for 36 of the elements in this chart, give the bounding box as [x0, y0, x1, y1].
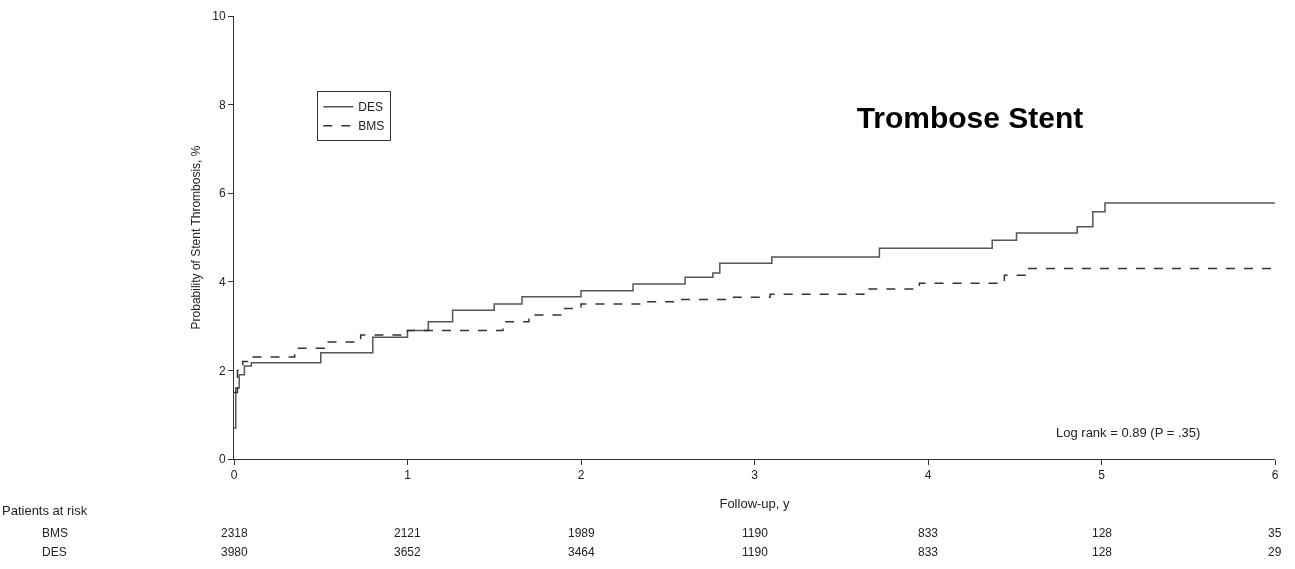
- x-tick-label: 6: [1271, 468, 1279, 483]
- x-tick-label: 5: [1098, 468, 1106, 483]
- y-tick-label: 4: [218, 275, 226, 289]
- text: 833: [918, 545, 939, 559]
- text: 833: [918, 526, 939, 540]
- text: DES: [42, 545, 67, 559]
- x-tick-label: 4: [924, 468, 932, 483]
- text: 3464: [568, 545, 596, 559]
- text: 3980: [221, 545, 249, 559]
- text: 29: [1268, 545, 1282, 559]
- legend-label: DES: [358, 100, 383, 115]
- text: 35: [1268, 526, 1282, 540]
- x-axis-title: Follow-up, y: [719, 496, 791, 511]
- y-axis-title: Probability of Stent Thrombosis, %: [189, 145, 203, 330]
- legend-label: BMS: [358, 119, 385, 134]
- x-tick-label: 0: [230, 468, 238, 483]
- y-tick-label: 6: [218, 186, 226, 201]
- text: 2121: [394, 526, 422, 540]
- text: 128: [1092, 526, 1113, 540]
- text: Patients at risk: [2, 503, 88, 518]
- text: 1190: [742, 526, 769, 540]
- text: BMS: [42, 526, 69, 540]
- x-tick-label: 1: [404, 468, 412, 483]
- y-tick-label: 8: [218, 97, 226, 112]
- text: 128: [1092, 545, 1113, 559]
- annotation: Log rank = 0.89 (P = .35): [1056, 425, 1201, 440]
- y-tick-label: 10: [212, 9, 226, 24]
- text: 1190: [742, 545, 769, 559]
- text: 2318: [221, 526, 249, 540]
- x-tick-label: 2: [577, 468, 585, 483]
- y-tick-label: 2: [218, 363, 226, 378]
- text: 1989: [568, 526, 596, 540]
- y-tick-label: 0: [218, 452, 226, 467]
- text: 3652: [394, 545, 422, 559]
- x-tick-label: 3: [751, 468, 759, 483]
- text: Trombose Stent: [856, 100, 1084, 134]
